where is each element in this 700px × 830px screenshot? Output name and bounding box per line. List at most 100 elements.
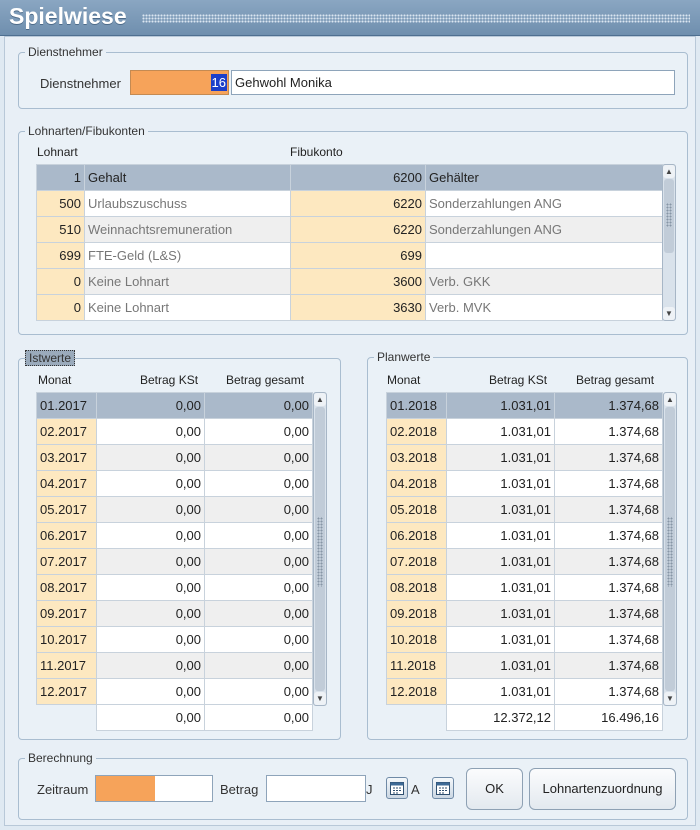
planwerte-row[interactable]: 07.2018 1.031,01 1.374,68 [386, 548, 663, 575]
istwerte-row[interactable]: 09.2017 0,00 0,00 [36, 600, 313, 627]
planwerte-row[interactable]: 05.2018 1.031,01 1.374,68 [386, 496, 663, 523]
scroll-thumb[interactable] [665, 407, 675, 691]
scroll-down-arrow-icon[interactable]: ▼ [663, 307, 675, 320]
betrag-gesamt-cell[interactable]: 0,00 [204, 678, 313, 705]
betrag-gesamt-cell[interactable]: 1.374,68 [554, 522, 663, 549]
betrag-gesamt-cell[interactable]: 1.374,68 [554, 444, 663, 471]
ok-button[interactable]: OK [466, 768, 523, 810]
istwerte-row[interactable]: 06.2017 0,00 0,00 [36, 522, 313, 549]
monat-cell[interactable]: 12.2018 [386, 678, 447, 705]
betrag-gesamt-cell[interactable]: 0,00 [204, 496, 313, 523]
lohnart-number-cell[interactable]: 510 [36, 216, 85, 243]
lohnartenzuordnung-button[interactable]: Lohnartenzuordnung [529, 768, 676, 810]
planwerte-row[interactable]: 11.2018 1.031,01 1.374,68 [386, 652, 663, 679]
monat-cell[interactable]: 04.2018 [386, 470, 447, 497]
betrag-kst-cell[interactable]: 1.031,01 [446, 522, 555, 549]
fibukonto-number-cell[interactable]: 699 [290, 242, 426, 269]
betrag-gesamt-cell[interactable]: 0,00 [204, 522, 313, 549]
monat-cell[interactable]: 09.2018 [386, 600, 447, 627]
dienstnehmer-id-field[interactable]: 16 [130, 70, 229, 95]
monat-cell[interactable]: 11.2018 [386, 652, 447, 679]
betrag-kst-cell[interactable]: 0,00 [96, 574, 205, 601]
scroll-thumb[interactable] [315, 407, 325, 691]
planwerte-scrollbar[interactable]: ▲ ▼ [663, 392, 677, 706]
betrag-kst-cell[interactable]: 0,00 [96, 392, 205, 419]
istwerte-row[interactable]: 07.2017 0,00 0,00 [36, 548, 313, 575]
betrag-kst-cell[interactable]: 0,00 [96, 496, 205, 523]
fibukonto-number-cell[interactable]: 3600 [290, 268, 426, 295]
monat-cell[interactable]: 06.2018 [386, 522, 447, 549]
planwerte-row[interactable]: 06.2018 1.031,01 1.374,68 [386, 522, 663, 549]
monat-cell[interactable]: 06.2017 [36, 522, 97, 549]
istwerte-row[interactable]: 04.2017 0,00 0,00 [36, 470, 313, 497]
betrag-gesamt-cell[interactable]: 0,00 [204, 418, 313, 445]
betrag-kst-cell[interactable]: 0,00 [96, 418, 205, 445]
planwerte-row[interactable]: 01.2018 1.031,01 1.374,68 [386, 392, 663, 419]
betrag-gesamt-cell[interactable]: 1.374,68 [554, 652, 663, 679]
lohnarten-row[interactable]: 500 Urlaubszuschuss 6220 Sonderzahlungen AN… [36, 190, 663, 217]
monat-cell[interactable]: 01.2017 [36, 392, 97, 419]
fibukonto-number-cell[interactable]: 6220 [290, 216, 426, 243]
lohnart-name-cell[interactable]: Gehalt [84, 164, 291, 191]
lohnart-name-cell[interactable]: Weinnachtsremuneration [84, 216, 291, 243]
istwerte-row[interactable]: 11.2017 0,00 0,00 [36, 652, 313, 679]
betrag-gesamt-cell[interactable]: 1.374,68 [554, 470, 663, 497]
lohnart-number-cell[interactable]: 500 [36, 190, 85, 217]
planwerte-row[interactable]: 09.2018 1.031,01 1.374,68 [386, 600, 663, 627]
lohnarten-scrollbar[interactable]: ▲ ▼ [662, 164, 676, 321]
betrag-kst-cell[interactable]: 1.031,01 [446, 392, 555, 419]
betrag-kst-cell[interactable]: 0,00 [96, 626, 205, 653]
istwerte-row[interactable]: 01.2017 0,00 0,00 [36, 392, 313, 419]
betrag-kst-cell[interactable]: 0,00 [96, 548, 205, 575]
lohnart-name-cell[interactable]: FTE-Geld (L&S) [84, 242, 291, 269]
istwerte-row[interactable]: 02.2017 0,00 0,00 [36, 418, 313, 445]
monat-cell[interactable]: 10.2017 [36, 626, 97, 653]
betrag-gesamt-cell[interactable]: 0,00 [204, 626, 313, 653]
lohnarten-row[interactable]: 510 Weinnachtsremuneration 6220 Sonderzahlu… [36, 216, 663, 243]
betrag-gesamt-cell[interactable]: 0,00 [204, 600, 313, 627]
monat-cell[interactable]: 04.2017 [36, 470, 97, 497]
monat-cell[interactable]: 01.2018 [386, 392, 447, 419]
betrag-kst-cell[interactable]: 0,00 [96, 652, 205, 679]
calendar-j-button[interactable] [386, 777, 408, 799]
scroll-thumb[interactable] [664, 179, 674, 253]
betrag-kst-cell[interactable]: 1.031,01 [446, 444, 555, 471]
betrag-kst-cell[interactable]: 0,00 [96, 600, 205, 627]
scroll-down-arrow-icon[interactable]: ▼ [664, 692, 676, 705]
lohnart-name-cell[interactable]: Keine Lohnart [84, 294, 291, 321]
lohnart-name-cell[interactable]: Keine Lohnart [84, 268, 291, 295]
planwerte-row[interactable]: 02.2018 1.031,01 1.374,68 [386, 418, 663, 445]
betrag-gesamt-cell[interactable]: 1.374,68 [554, 392, 663, 419]
fibukonto-number-cell[interactable]: 6200 [290, 164, 426, 191]
fibukonto-name-cell[interactable] [425, 242, 663, 269]
istwerte-row[interactable]: 08.2017 0,00 0,00 [36, 574, 313, 601]
lohnart-number-cell[interactable]: 1 [36, 164, 85, 191]
monat-cell[interactable]: 07.2017 [36, 548, 97, 575]
planwerte-row[interactable]: 04.2018 1.031,01 1.374,68 [386, 470, 663, 497]
betrag-kst-cell[interactable]: 0,00 [96, 678, 205, 705]
calendar-a-button[interactable] [432, 777, 454, 799]
betrag-kst-cell[interactable]: 1.031,01 [446, 652, 555, 679]
fibukonto-name-cell[interactable]: Gehälter [425, 164, 663, 191]
monat-cell[interactable]: 02.2018 [386, 418, 447, 445]
zeitraum-field[interactable] [95, 775, 213, 802]
planwerte-row[interactable]: 10.2018 1.031,01 1.374,68 [386, 626, 663, 653]
istwerte-row[interactable]: 05.2017 0,00 0,00 [36, 496, 313, 523]
betrag-kst-cell[interactable]: 0,00 [96, 522, 205, 549]
lohnarten-row[interactable]: 0 Keine Lohnart 3630 Verb. MVK [36, 294, 663, 321]
lohnarten-row[interactable]: 0 Keine Lohnart 3600 Verb. GKK [36, 268, 663, 295]
betrag-gesamt-cell[interactable]: 1.374,68 [554, 496, 663, 523]
betrag-kst-cell[interactable]: 1.031,01 [446, 496, 555, 523]
betrag-kst-cell[interactable]: 1.031,01 [446, 418, 555, 445]
monat-cell[interactable]: 05.2017 [36, 496, 97, 523]
betrag-gesamt-cell[interactable]: 0,00 [204, 470, 313, 497]
scroll-up-arrow-icon[interactable]: ▲ [663, 165, 675, 178]
betrag-gesamt-cell[interactable]: 1.374,68 [554, 678, 663, 705]
betrag-kst-cell[interactable]: 1.031,01 [446, 626, 555, 653]
betrag-gesamt-cell[interactable]: 1.374,68 [554, 418, 663, 445]
scroll-up-arrow-icon[interactable]: ▲ [314, 393, 326, 406]
monat-cell[interactable]: 11.2017 [36, 652, 97, 679]
fibukonto-name-cell[interactable]: Verb. GKK [425, 268, 663, 295]
lohnart-number-cell[interactable]: 0 [36, 294, 85, 321]
betrag-gesamt-cell[interactable]: 0,00 [204, 652, 313, 679]
